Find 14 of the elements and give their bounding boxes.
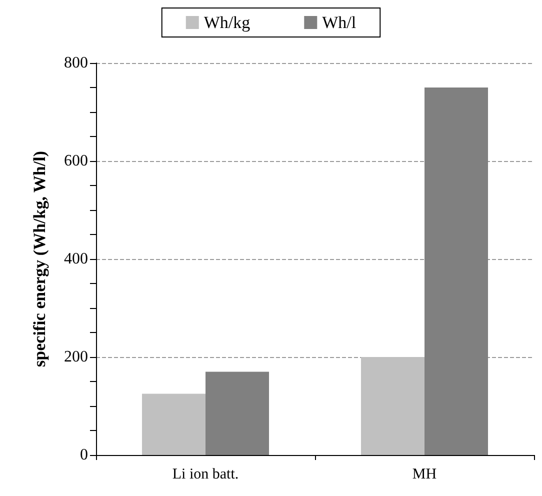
bar <box>424 88 488 455</box>
bar <box>142 394 206 455</box>
y-tick-label: 200 <box>64 348 88 366</box>
bar <box>206 372 270 455</box>
bar <box>360 357 424 455</box>
y-tick-label: 600 <box>64 152 88 170</box>
x-tick-label: MH <box>412 466 437 482</box>
legend-label: Wh/kg <box>204 13 251 32</box>
legend-label: Wh/l <box>322 13 356 32</box>
x-tick-label: Li ion batt. <box>172 466 239 482</box>
y-tick-label: 800 <box>64 54 88 72</box>
y-tick-label: 400 <box>64 250 88 268</box>
y-tick-label: 0 <box>80 446 88 464</box>
y-axis-title: specific energy (Wh/kg, Wh/l) <box>30 151 49 367</box>
